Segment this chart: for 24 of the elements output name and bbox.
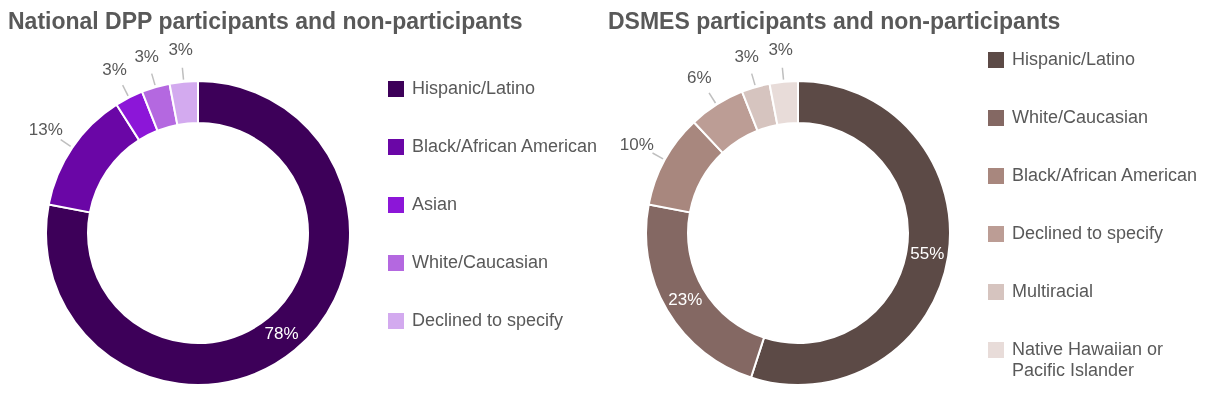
- legend-label: Multiracial: [1012, 281, 1094, 302]
- legend-label: White/Caucasian: [412, 252, 549, 273]
- legend-label: Declined to specify: [412, 310, 564, 331]
- legend-label: Declined to specify: [1012, 223, 1164, 244]
- legend-label: Black/African American: [1012, 165, 1198, 186]
- legend-label: Native Hawaiian or Pacific Islander: [1012, 339, 1165, 381]
- data-label: 6%: [687, 68, 712, 88]
- data-label: 3%: [168, 40, 193, 60]
- data-label: 3%: [102, 59, 127, 79]
- legend-label: Hispanic/Latino: [1012, 49, 1136, 70]
- legend-label: Asian: [412, 194, 458, 215]
- data-label: 23%: [668, 290, 703, 310]
- chart-title: National DPP participants and non-participants: [8, 8, 524, 36]
- data-label: 10%: [619, 134, 654, 154]
- legend-label: Hispanic/Latino: [412, 78, 536, 99]
- data-label: 13%: [28, 120, 63, 140]
- data-label: 3%: [134, 46, 159, 66]
- chart-title: DSMES participants and non-participants: [608, 8, 1062, 36]
- legend-label: Black/African American: [412, 136, 598, 157]
- data-label: 3%: [768, 40, 793, 60]
- data-label: 55%: [910, 243, 945, 263]
- legend-label: White/Caucasian: [1012, 107, 1149, 128]
- data-label: 3%: [734, 46, 759, 66]
- data-label: 78%: [264, 324, 299, 344]
